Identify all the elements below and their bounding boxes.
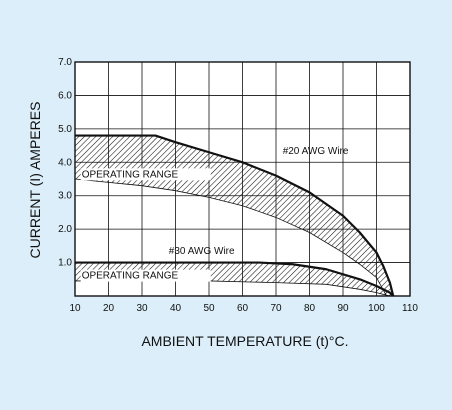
- x-tick-label: 100: [368, 303, 385, 314]
- region-label-bg-1: [80, 269, 211, 282]
- x-tick-label: 20: [103, 303, 115, 314]
- series-upper-line-0: [75, 134, 395, 297]
- x-tick-label: 30: [136, 303, 148, 314]
- x-tick-label: 50: [203, 303, 215, 314]
- y-tick-label: 1.0: [58, 258, 72, 269]
- x-axis-title: AMBIENT TEMPERATURE (t)°C.: [141, 333, 348, 349]
- x-tick-label: 60: [237, 303, 249, 314]
- y-axis-title: CURRENT (I) AMPERES: [27, 102, 43, 259]
- y-tick-label: 2.0: [58, 224, 72, 235]
- x-tick-label: 10: [69, 303, 81, 314]
- series-lines: [74, 134, 395, 297]
- y-tick-label: 3.0: [58, 191, 72, 202]
- series-label-1: #30 AWG Wire: [169, 246, 235, 257]
- x-tick-label: 40: [170, 303, 182, 314]
- x-tick-labels: 10 20 30 40 50 60 70 80 90 100 110: [69, 303, 418, 314]
- x-tick-label: 80: [304, 303, 316, 314]
- region-label-0: OPERATING RANGE: [82, 169, 179, 180]
- region-label-bg-0: [80, 168, 211, 181]
- series-labels: #20 AWG Wire OPERATING RANGE #30 AWG Wire O…: [80, 146, 349, 282]
- series-label-0: #20 AWG Wire: [283, 146, 349, 157]
- x-tick-label: 70: [270, 303, 282, 314]
- region-label-1: OPERATING RANGE: [82, 271, 179, 282]
- x-tick-label: 110: [402, 303, 418, 314]
- y-tick-label: 7.0: [58, 57, 72, 68]
- y-tick-labels: 1.0 2.0 3.0 4.0 5.0 6.0 7.0: [58, 57, 72, 269]
- series-lower-line-0: [74, 178, 387, 297]
- plot-frame: [74, 61, 411, 297]
- y-tick-label: 5.0: [58, 124, 72, 135]
- series-upper-line-1: [75, 261, 395, 297]
- y-tick-label: 4.0: [58, 157, 72, 168]
- x-tick-label: 90: [337, 303, 349, 314]
- y-tick-label: 6.0: [58, 90, 72, 101]
